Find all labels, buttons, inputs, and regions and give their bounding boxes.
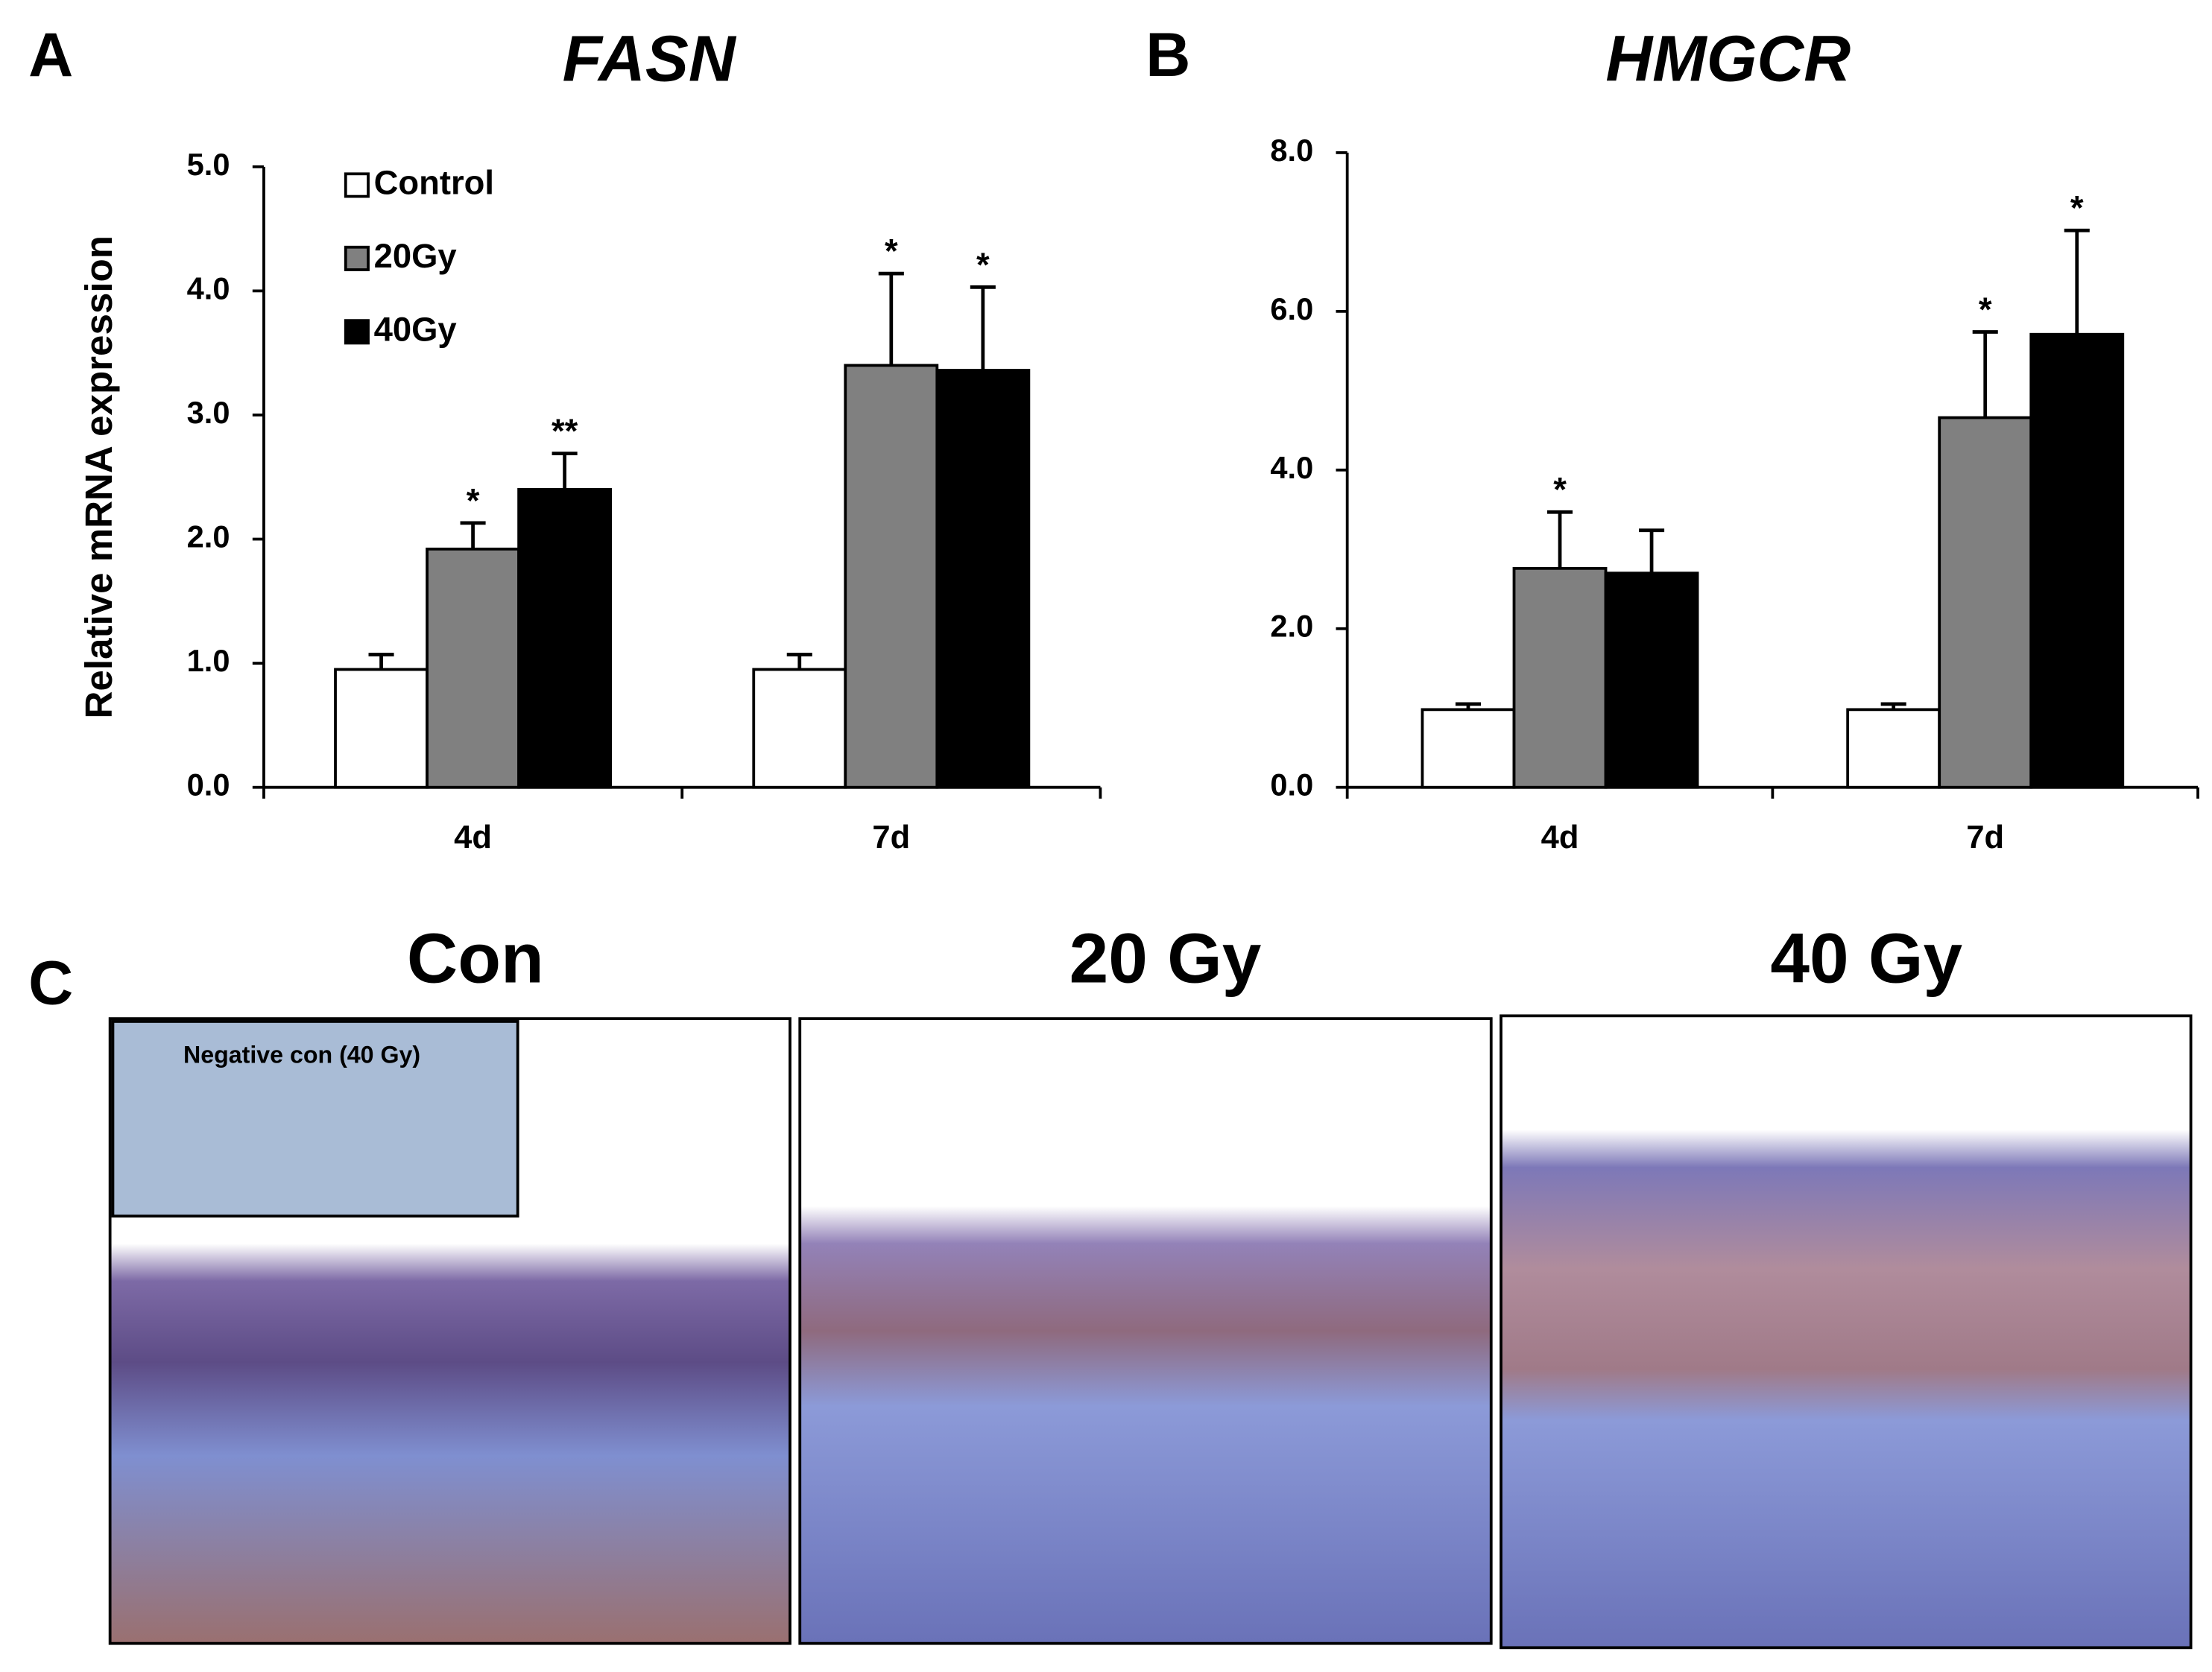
image-title: 20 Gy: [1069, 919, 1262, 998]
error-bar: [786, 653, 812, 670]
y-tick-label: 0.0: [1270, 767, 1313, 802]
error-bar: [1455, 702, 1482, 710]
y-tick-label: 8.0: [1270, 133, 1313, 168]
panel-label: C: [28, 948, 73, 1017]
y-tick-label: 5.0: [187, 147, 230, 182]
x-tick-label: 7d: [1966, 820, 2004, 855]
error-bar: [552, 452, 578, 490]
error-bar: [1972, 330, 1998, 418]
error-bar: [878, 271, 904, 366]
bar: [844, 364, 939, 789]
y-tick-label: 0.0: [187, 767, 230, 802]
y-tick-label: 1.0: [187, 643, 230, 678]
legend-label: Control: [374, 163, 494, 201]
error-bar: [1639, 528, 1665, 574]
bar: [935, 369, 1031, 789]
y-tick-label: 4.0: [1270, 450, 1313, 485]
bar: [334, 668, 429, 789]
histology-image: [1500, 1014, 2193, 1650]
bar: [1938, 416, 2033, 789]
error-bar: [368, 653, 394, 670]
significance-marker: *: [2070, 189, 2084, 227]
chart-title: HMGCR: [1605, 23, 1851, 95]
error-bar: [1546, 510, 1573, 569]
y-tick-label: 4.0: [187, 270, 230, 305]
error-bar: [1880, 702, 1906, 710]
inset-image: [111, 1020, 519, 1218]
panel-label: A: [28, 20, 73, 89]
legend-swatch: [344, 319, 370, 345]
x-tick-label: 7d: [872, 820, 910, 855]
image-title: 40 Gy: [1770, 919, 1962, 998]
y-tick-label: 2.0: [187, 519, 230, 554]
y-axis-label: Relative mRNA expression: [78, 235, 120, 718]
bar: [1846, 708, 1941, 789]
significance-marker: *: [885, 232, 898, 270]
significance-marker: *: [976, 246, 990, 284]
bar: [517, 488, 613, 789]
image-title: Con: [407, 919, 544, 998]
significance-marker: **: [552, 412, 578, 450]
bar: [1604, 571, 1699, 789]
legend-label: 20Gy: [374, 237, 458, 275]
error-bar: [460, 521, 486, 549]
error-bar: [2064, 228, 2090, 335]
legend-swatch: [344, 245, 370, 271]
significance-marker: *: [1553, 471, 1567, 509]
legend-label: 40Gy: [374, 310, 458, 348]
x-tick-label: 4d: [1541, 820, 1579, 855]
panel-label: B: [1146, 20, 1190, 89]
y-tick-label: 3.0: [187, 395, 230, 430]
inset-label: Negative con (40 Gy): [183, 1042, 420, 1068]
histology-image: [798, 1017, 1493, 1645]
bar: [1421, 708, 1516, 789]
significance-marker: *: [467, 481, 480, 519]
y-tick-label: 2.0: [1270, 609, 1313, 644]
x-tick-label: 4d: [454, 820, 492, 855]
bar: [1512, 566, 1608, 789]
significance-marker: *: [1979, 291, 1992, 329]
bar: [2029, 332, 2125, 789]
legend-swatch: [344, 172, 370, 198]
y-tick-label: 6.0: [1270, 291, 1313, 326]
error-bar: [970, 285, 996, 371]
chart-title: FASN: [563, 23, 737, 95]
bar: [752, 668, 847, 789]
bar: [426, 547, 520, 789]
